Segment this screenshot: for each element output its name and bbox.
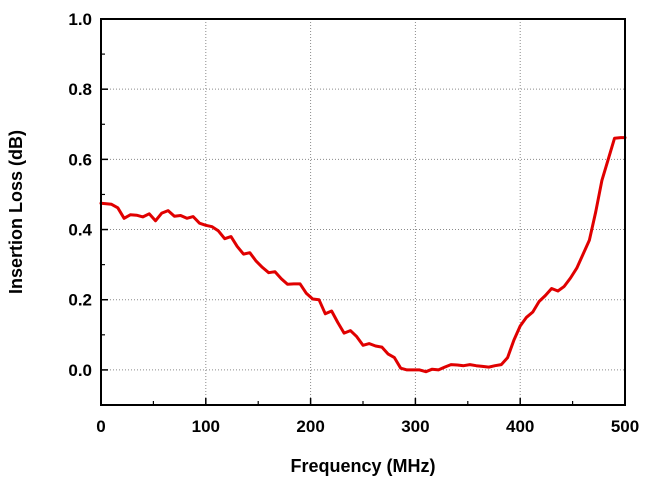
y-tick-label: 1.0 <box>68 10 92 29</box>
y-tick-label: 0.8 <box>68 80 92 99</box>
x-tick-labels: 0 100 200 300 400 500 <box>96 417 639 436</box>
x-axis-title: Frequency (MHz) <box>290 456 435 476</box>
plot-frame <box>100 18 626 406</box>
series-line <box>99 136 627 374</box>
x-tick-label: 500 <box>611 417 639 436</box>
y-tick-label: 0.4 <box>68 221 92 240</box>
y-tick-label: 0.2 <box>68 291 92 310</box>
x-tick-label: 0 <box>96 417 105 436</box>
grid-lines <box>101 19 625 405</box>
x-tick-label: 100 <box>192 417 220 436</box>
y-tick-label: 0.0 <box>68 361 92 380</box>
y-tick-labels: 0.0 0.2 0.4 0.6 0.8 1.0 <box>68 10 92 380</box>
x-tick-label: 400 <box>506 417 534 436</box>
y-tick-label: 0.6 <box>68 150 92 169</box>
x-tick-label: 200 <box>296 417 324 436</box>
tick-marks <box>100 18 626 406</box>
series-layer <box>99 136 627 374</box>
x-tick-label: 300 <box>401 417 429 436</box>
y-axis-title: Insertion Loss (dB) <box>6 130 26 294</box>
